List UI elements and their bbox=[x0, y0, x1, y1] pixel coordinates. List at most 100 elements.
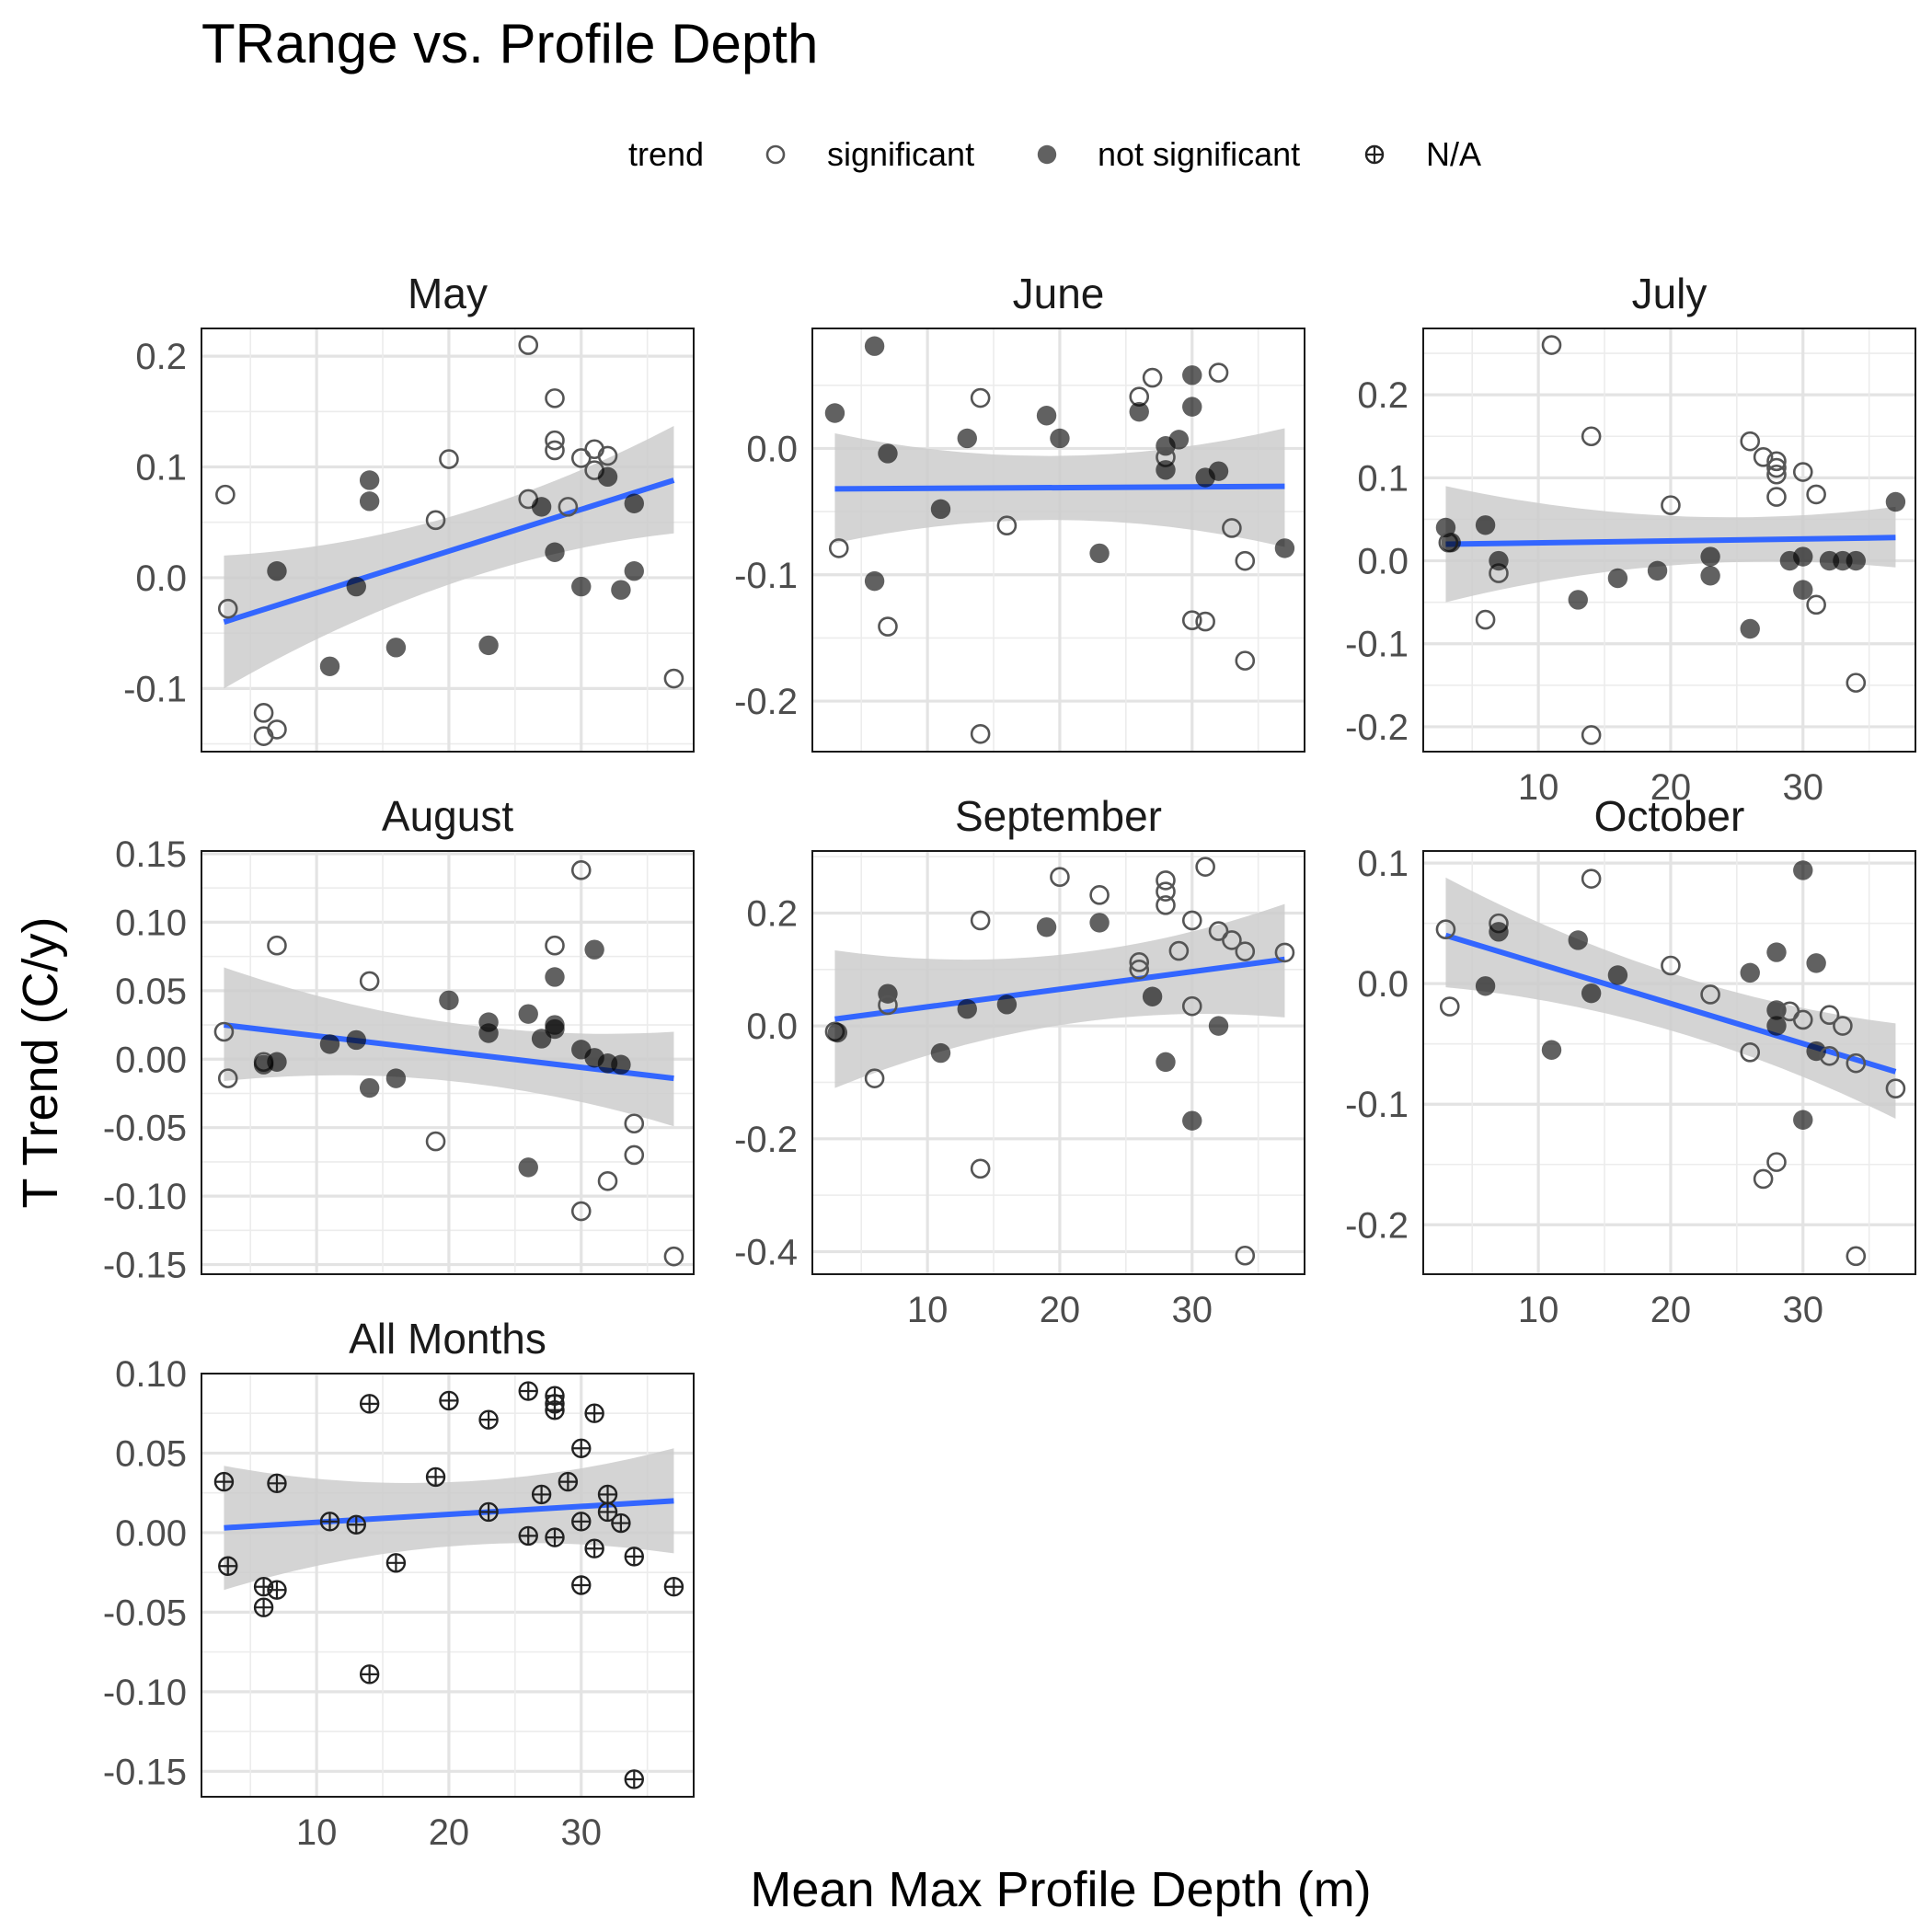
x-tick-label: 30 bbox=[561, 1812, 603, 1853]
data-point bbox=[1274, 538, 1295, 558]
y-tick-label: -0.1 bbox=[1345, 1085, 1409, 1125]
x-tick-labels: 10 20 30 bbox=[1518, 1290, 1823, 1330]
data-point bbox=[1541, 335, 1562, 355]
x-tick-label: 10 bbox=[1518, 1290, 1559, 1330]
data-point bbox=[385, 638, 407, 658]
data-point bbox=[930, 499, 951, 520]
data-point bbox=[1208, 362, 1229, 383]
data-point bbox=[570, 860, 592, 880]
data-point bbox=[1793, 860, 1813, 880]
data-point bbox=[828, 538, 849, 558]
y-tick-label: -0.10 bbox=[103, 1177, 187, 1217]
data-point bbox=[570, 1201, 592, 1222]
data-point bbox=[558, 1471, 579, 1492]
data-point bbox=[518, 1525, 538, 1547]
data-point bbox=[1607, 965, 1628, 985]
data-point bbox=[1475, 609, 1496, 630]
data-point bbox=[359, 1664, 380, 1685]
x-tick-label: 20 bbox=[1040, 1290, 1081, 1330]
data-point bbox=[425, 1131, 446, 1152]
data-point bbox=[1036, 917, 1057, 937]
x-tick-label: 20 bbox=[1650, 767, 1692, 808]
data-point bbox=[217, 1068, 238, 1088]
y-tick-label: 0.1 bbox=[1357, 458, 1409, 499]
y-tick-label: -0.15 bbox=[103, 1752, 187, 1792]
data-point bbox=[1792, 1009, 1813, 1030]
confidence-band bbox=[1445, 486, 1896, 603]
data-point bbox=[827, 1022, 848, 1043]
y-tick-label: 0.15 bbox=[115, 834, 187, 875]
data-point bbox=[518, 1004, 538, 1024]
data-point bbox=[1235, 1245, 1256, 1266]
data-point bbox=[1766, 1016, 1787, 1036]
data-point bbox=[359, 491, 380, 512]
data-point bbox=[267, 935, 287, 956]
data-point bbox=[624, 1113, 645, 1134]
data-point bbox=[1439, 996, 1460, 1017]
data-point bbox=[1581, 725, 1602, 745]
data-point bbox=[267, 1580, 287, 1600]
gridlines bbox=[201, 851, 694, 1274]
data-point bbox=[957, 999, 977, 1019]
data-point bbox=[624, 1547, 644, 1567]
data-point bbox=[1181, 610, 1202, 630]
data-point bbox=[1181, 995, 1202, 1017]
data-point bbox=[1235, 650, 1256, 671]
data-point bbox=[1806, 594, 1826, 615]
confidence-band bbox=[224, 1448, 674, 1591]
data-point bbox=[571, 1438, 592, 1458]
data-point bbox=[597, 1170, 618, 1191]
data-point bbox=[385, 1553, 407, 1573]
y-tick-label: -0.10 bbox=[103, 1673, 187, 1713]
data-point bbox=[478, 635, 499, 656]
data-point bbox=[878, 443, 898, 464]
data-points bbox=[1435, 335, 1906, 745]
data-point bbox=[1885, 1078, 1906, 1098]
data-point bbox=[1208, 1016, 1229, 1036]
x-tick-label: 20 bbox=[429, 1812, 470, 1853]
data-point bbox=[545, 935, 565, 956]
data-point bbox=[571, 1575, 592, 1595]
data-point bbox=[1435, 517, 1456, 538]
gridlines bbox=[201, 1374, 694, 1797]
data-point bbox=[584, 939, 604, 960]
data-point bbox=[1181, 910, 1202, 931]
y-tick-labels: -0.15 -0.10 -0.05 0.00 0.05 0.10 bbox=[103, 1354, 187, 1792]
x-tick-label: 20 bbox=[1650, 1290, 1692, 1330]
panel-title-july: July bbox=[1632, 270, 1708, 317]
data-point bbox=[1050, 867, 1070, 888]
y-tick-label: 0.0 bbox=[746, 429, 798, 469]
data-point bbox=[571, 1512, 592, 1532]
data-point bbox=[346, 1029, 366, 1051]
data-point bbox=[319, 656, 340, 676]
plot-area bbox=[201, 328, 694, 752]
data-point bbox=[545, 542, 565, 562]
y-tick-label: 0.2 bbox=[135, 337, 187, 377]
panel-june: June -0.2 -0.1 0.0 bbox=[734, 270, 1305, 753]
x-tick-label: 10 bbox=[296, 1812, 338, 1853]
y-tick-label: 0.0 bbox=[1357, 964, 1409, 1005]
data-point bbox=[1846, 550, 1866, 571]
data-point bbox=[518, 1381, 538, 1401]
data-points bbox=[824, 857, 1295, 1266]
y-tick-label: 0.00 bbox=[115, 1040, 187, 1080]
x-tick-labels: 10 20 30 bbox=[296, 1812, 602, 1853]
data-point bbox=[478, 1023, 499, 1043]
panel-title-all-months: All Months bbox=[349, 1315, 546, 1363]
y-tick-label: 0.2 bbox=[1357, 375, 1409, 416]
panel-border bbox=[1422, 328, 1916, 753]
data-point bbox=[545, 967, 565, 987]
data-point bbox=[1089, 885, 1110, 905]
data-point bbox=[1208, 921, 1229, 941]
data-point bbox=[970, 387, 991, 408]
data-point bbox=[597, 1501, 618, 1523]
panel-july: July -0.2 -0.1 0.0 0.1 0.2 10 20 30 bbox=[1345, 270, 1916, 808]
data-point bbox=[1156, 881, 1176, 902]
panel-border bbox=[811, 328, 1305, 753]
y-tick-label: -0.15 bbox=[103, 1246, 187, 1286]
y-tick-label: -0.2 bbox=[1345, 1205, 1409, 1246]
data-point bbox=[1129, 952, 1150, 972]
data-point bbox=[584, 1403, 604, 1423]
data-point bbox=[1182, 397, 1202, 417]
